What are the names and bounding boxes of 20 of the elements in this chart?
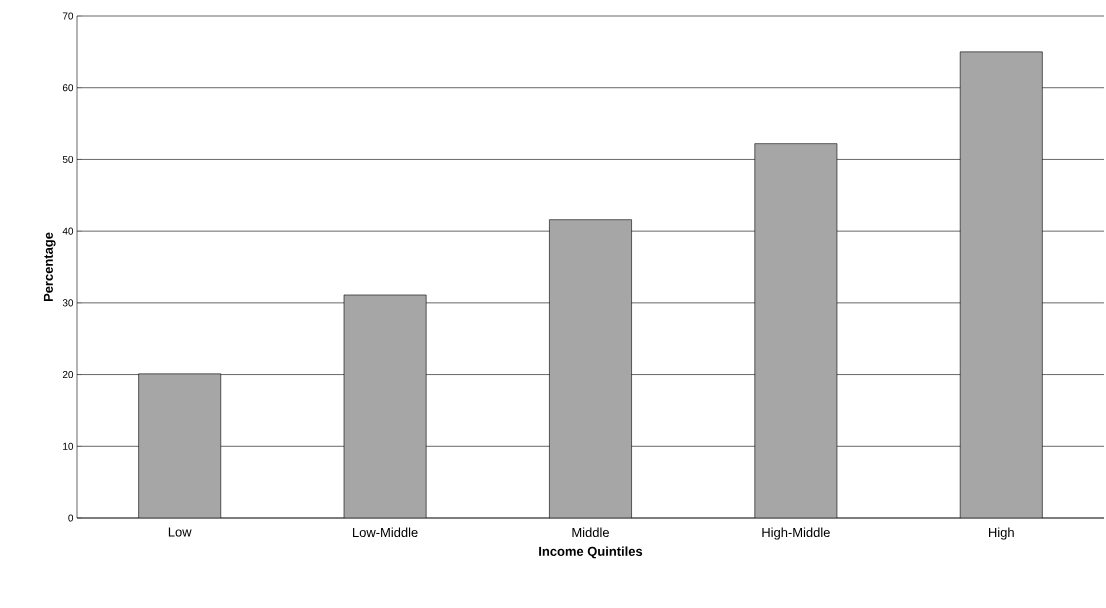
bar — [754, 143, 838, 518]
y-tick-label: 0 — [68, 514, 74, 522]
x-tick-label: Middle — [572, 527, 609, 538]
x-tick-label: Low — [168, 527, 192, 537]
x-tick-label: High-Middle — [762, 527, 830, 540]
x-tick-label: Low-Middle — [353, 527, 418, 538]
y-tick-label: 70 — [62, 12, 74, 20]
bar — [138, 373, 222, 518]
bar — [959, 51, 1043, 518]
y-tick-label: 60 — [62, 84, 74, 92]
y-tick-label: 20 — [62, 371, 74, 379]
y-tick-label: 50 — [62, 155, 74, 163]
x-axis-title: Income Quintiles — [539, 546, 643, 559]
bar — [549, 219, 632, 518]
y-tick-label: 40 — [62, 227, 74, 235]
y-tick-label: 10 — [63, 442, 74, 450]
x-tick-label: High — [989, 527, 1014, 540]
y-tick-label: 30 — [62, 299, 74, 307]
y-axis-title: Percentage — [43, 232, 56, 302]
bar — [343, 294, 427, 518]
